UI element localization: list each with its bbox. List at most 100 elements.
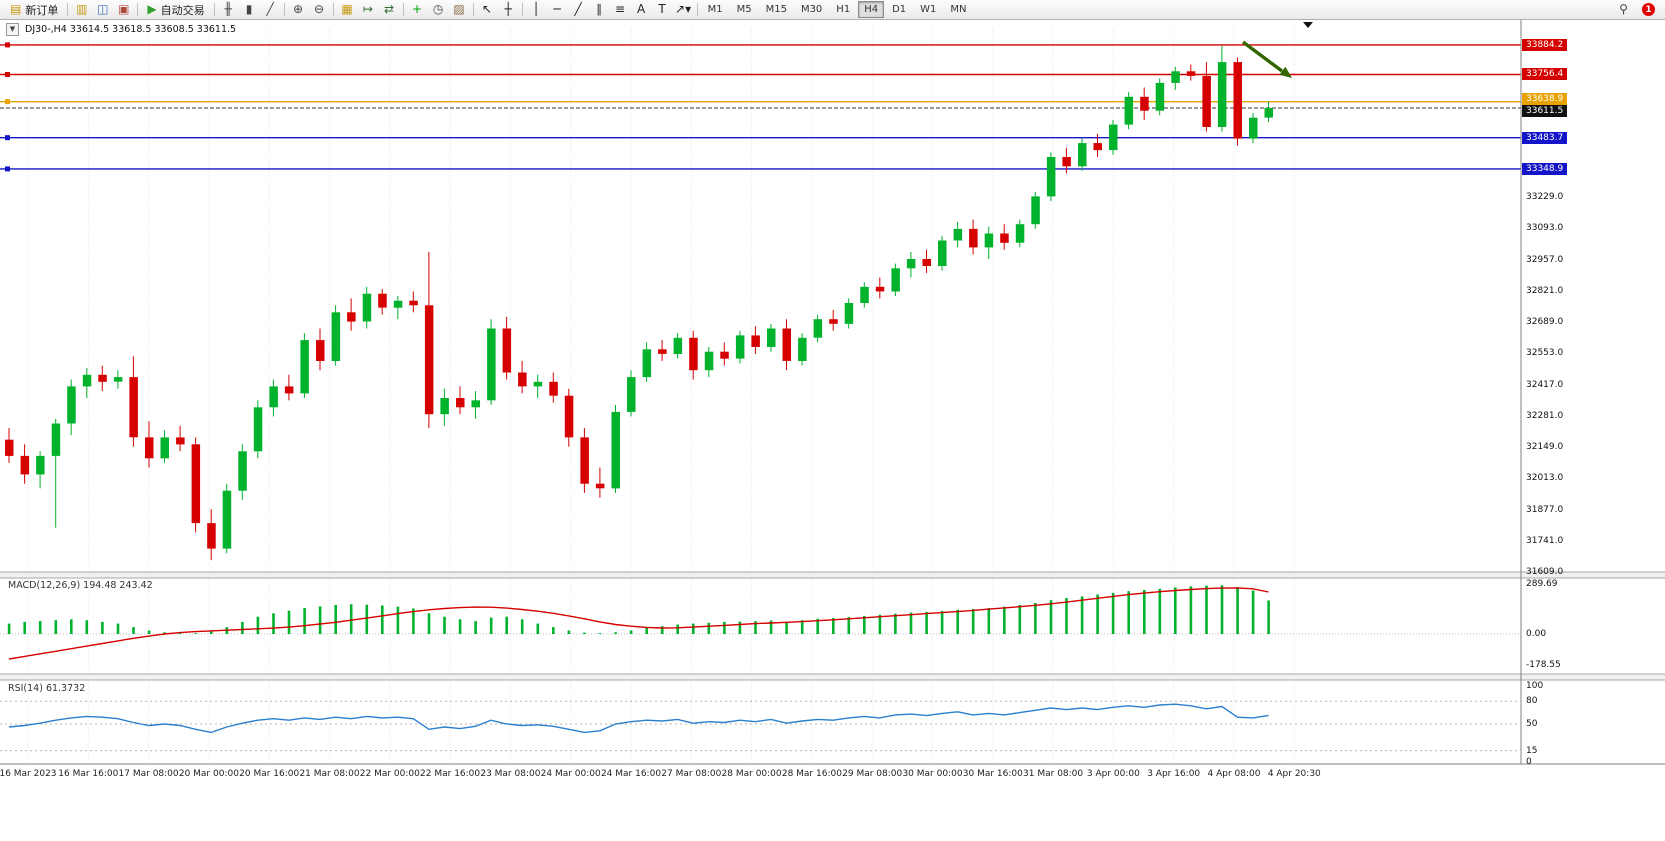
autotrading-icon: ▶ — [147, 2, 157, 16]
chart-title-row: ▼ DJ30-,H4 33614.5 33618.5 33608.5 33611… — [6, 23, 236, 36]
indicators-icon[interactable]: + — [412, 2, 423, 16]
vertical-line-icon[interactable]: │ — [532, 2, 540, 16]
one-click-trading-toggle[interactable]: ▼ — [6, 23, 19, 36]
toolbar-separator — [402, 3, 404, 16]
hline-badge: 33483.7 — [1522, 131, 1568, 144]
line-chart-icon[interactable]: ╱ — [266, 2, 274, 16]
price-axis-label: 32013.0 — [1526, 473, 1564, 484]
notification-badge[interactable]: 1 — [1642, 3, 1655, 16]
price-axis-label: 33093.0 — [1526, 223, 1564, 234]
price-axis-label: 31741.0 — [1526, 536, 1564, 547]
main-toolbar: ▤ 新订单 ▥ ◫ ▣ ▶ 自动交易 ╫ ▮ ╱ ⊕ ⊖ ▦ ↦ ⇄ + ◷ ▨ ↖ ┼ │ ─ ╱ ∥ ≡ A T ↗▾ M1 M5 M1… — [0, 0, 1665, 20]
cursor-icon[interactable]: ↖ — [482, 2, 493, 16]
chart-shift-marker[interactable] — [1303, 22, 1313, 28]
price-axis-label: 31877.0 — [1526, 504, 1564, 515]
time-axis-label: 24 Mar 00:00 — [540, 769, 601, 779]
horizontal-lines[interactable] — [0, 42, 1521, 172]
time-axis-label: 28 Mar 00:00 — [721, 769, 782, 779]
timeframe-w1[interactable]: W1 — [920, 4, 937, 15]
time-axis-label: 24 Mar 16:00 — [600, 769, 662, 779]
timeframe-m5[interactable]: M5 — [736, 4, 752, 15]
chart-title: DJ30-,H4 33614.5 33618.5 33608.5 33611.5 — [25, 24, 237, 35]
hline-handle — [5, 166, 10, 172]
candlestick-series — [5, 45, 1273, 561]
channel-icon[interactable]: ∥ — [596, 2, 603, 16]
time-axis-label: 31 Mar 08:00 — [1023, 769, 1084, 779]
price-axis-label: 32553.0 — [1526, 348, 1564, 359]
rsi-axis-label: 15 — [1526, 745, 1538, 756]
timeframe-m1[interactable]: M1 — [707, 4, 723, 15]
timeframe-d1[interactable]: D1 — [892, 4, 907, 15]
macd-axis-label: 289.69 — [1526, 579, 1558, 589]
hline-handle — [5, 72, 10, 77]
templates-icon[interactable]: ▨ — [453, 2, 465, 16]
new-order-button[interactable]: ▤ 新订单 — [4, 1, 64, 18]
periods-icon[interactable]: ◷ — [432, 2, 444, 16]
hline-handle — [5, 99, 10, 105]
rsi-axis-label: 50 — [1526, 719, 1538, 729]
time-axis-label: 3 Apr 00:00 — [1086, 769, 1140, 779]
bars-icon[interactable]: ╫ — [224, 2, 232, 16]
rsi-axis-label: 0 — [1526, 757, 1532, 767]
new-order-button-label: 新订单 — [25, 3, 59, 17]
tile-windows-icon[interactable]: ▦ — [341, 2, 353, 16]
time-axis-label: 23 Mar 08:00 — [480, 769, 541, 779]
timeframe-mn[interactable]: MN — [950, 4, 967, 15]
label-icon[interactable]: T — [658, 2, 666, 16]
trend-arrow-annotation[interactable] — [1241, 40, 1292, 78]
toolbar-separator — [696, 3, 698, 16]
terminal-icon[interactable]: ▣ — [118, 2, 130, 16]
fibonacci-icon[interactable]: ≡ — [615, 2, 626, 16]
time-axis-label: 20 Mar 00:00 — [178, 769, 239, 779]
toolbar-separator — [283, 3, 285, 16]
hline-badge: 33638.9 — [1522, 92, 1568, 105]
toolbar-right-cluster: ⚲ 1 — [1613, 1, 1661, 18]
macd-signal-line — [8, 587, 1269, 660]
toolbar-separator — [67, 3, 69, 16]
toolbar-separator — [472, 3, 474, 16]
timeframe-h4[interactable]: H4 — [858, 1, 885, 18]
trendline-icon[interactable]: ╱ — [574, 2, 582, 16]
time-axis-label: 29 Mar 08:00 — [842, 769, 903, 779]
time-axis-label: 21 Mar 08:00 — [299, 769, 360, 779]
hline-badge: 33348.9 — [1522, 162, 1568, 175]
price-axis-label: 32957.0 — [1526, 254, 1564, 265]
profiles-icon[interactable]: ◫ — [97, 2, 109, 16]
horizontal-line-icon[interactable]: ─ — [553, 2, 561, 16]
timeframe-m30[interactable]: M30 — [800, 4, 823, 15]
hline-badge: 33756.4 — [1522, 68, 1568, 81]
rsi-axis-label: 100 — [1526, 681, 1544, 691]
price-axis-label: 32689.0 — [1526, 316, 1564, 327]
toolbar-separator — [521, 3, 523, 16]
price-axis-label: 32149.0 — [1526, 441, 1564, 452]
new-chart-icon[interactable]: ▥ — [76, 2, 88, 16]
time-axis-label: 4 Apr 20:30 — [1267, 769, 1321, 779]
hline-handle — [5, 42, 10, 48]
price-axis-label: 32281.0 — [1526, 411, 1564, 422]
search-icon[interactable]: ⚲ — [1619, 2, 1628, 16]
time-axis-label: 22 Mar 16:00 — [420, 769, 481, 779]
autoscroll-icon[interactable]: ↦ — [363, 2, 374, 16]
autotrading-button[interactable]: ▶ 自动交易 — [141, 1, 210, 18]
price-axis-label: 31609.0 — [1526, 566, 1564, 577]
rsi-label: RSI(14) 61.3732 — [8, 683, 86, 694]
candlesticks-icon[interactable]: ▮ — [245, 2, 253, 16]
time-axis-label: 3 Apr 16:00 — [1147, 769, 1201, 779]
timeframe-m15[interactable]: M15 — [765, 4, 787, 15]
text-icon[interactable]: A — [636, 2, 646, 16]
crosshair-icon[interactable]: ┼ — [504, 2, 512, 16]
rsi-line — [8, 703, 1269, 734]
time-axis-label: 17 Mar 08:00 — [118, 769, 179, 779]
zoom-in-icon[interactable]: ⊕ — [293, 2, 304, 16]
chart-shift-icon[interactable]: ⇄ — [384, 2, 395, 16]
arrows-dropdown-icon[interactable]: ↗▾ — [675, 2, 692, 16]
toolbar-separator — [332, 3, 334, 16]
zoom-out-icon[interactable]: ⊖ — [314, 2, 325, 16]
toolbar-separator — [137, 3, 139, 16]
current-price-badge: 33611.5 — [1522, 105, 1568, 118]
time-axis-label: 20 Mar 16:00 — [239, 769, 300, 779]
time-axis-label: 28 Mar 16:00 — [781, 769, 842, 779]
timeframe-h1[interactable]: H1 — [836, 4, 851, 15]
